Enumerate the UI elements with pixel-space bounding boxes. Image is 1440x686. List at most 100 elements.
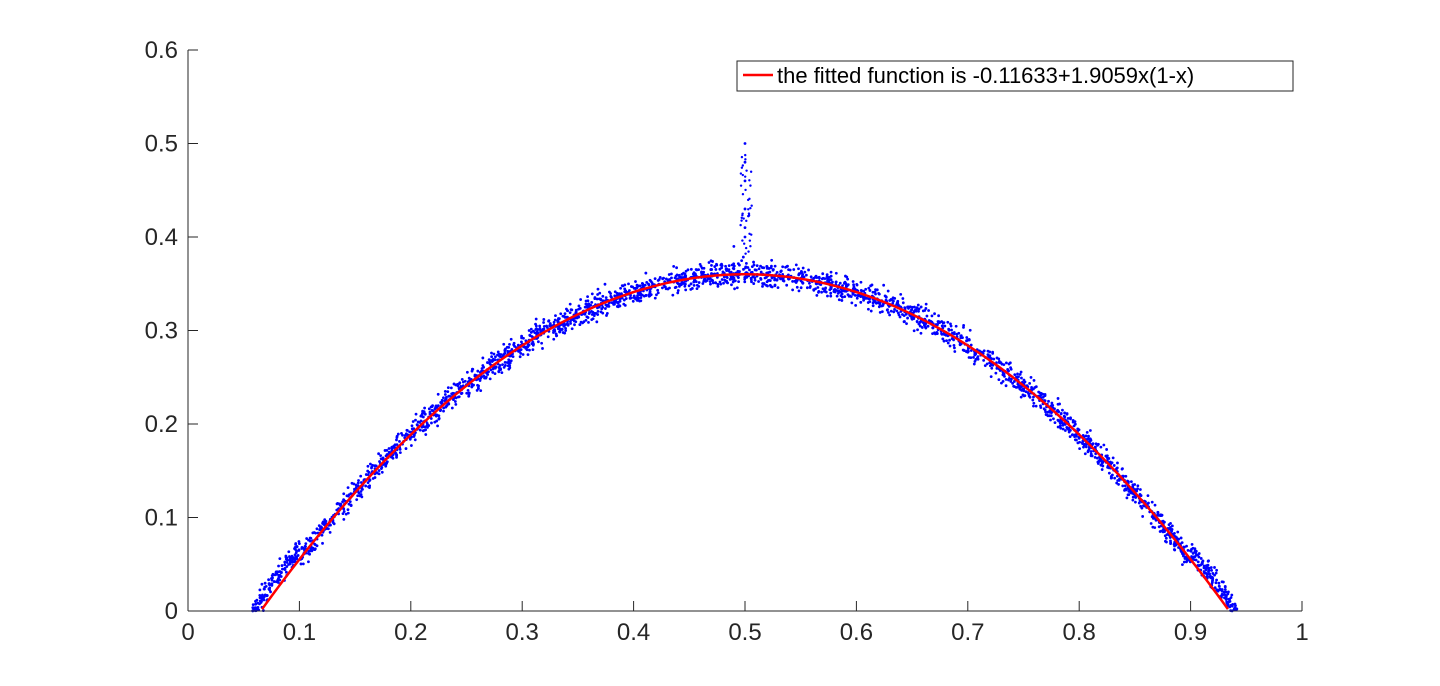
scatter-point (585, 305, 588, 309)
scatter-point (421, 409, 424, 413)
scatter-point (743, 142, 747, 145)
scatter-point (590, 313, 594, 316)
scatter-point (368, 462, 372, 466)
scatter-point (709, 282, 712, 286)
scatter-point (405, 428, 409, 432)
scatter-point (590, 300, 594, 304)
scatter-point (598, 291, 602, 295)
scatter-point (1213, 566, 1216, 569)
scatter-point (742, 267, 745, 271)
scatter-point (1001, 380, 1005, 383)
scatter-point (678, 284, 681, 288)
scatter-point (507, 367, 511, 371)
scatter-point (850, 301, 854, 305)
scatter-point (743, 242, 746, 245)
scatter-point (834, 288, 838, 292)
scatter-point (1028, 381, 1032, 385)
scatter-point (752, 263, 756, 267)
scatter-point (649, 279, 653, 283)
scatter-point (937, 320, 940, 324)
scatter-point (636, 294, 639, 298)
scatter-point (1030, 386, 1033, 389)
scatter-point (740, 155, 744, 159)
scatter-point (1099, 445, 1103, 449)
scatter-point (720, 278, 724, 281)
scatter-point (917, 309, 920, 313)
scatter-point (739, 223, 742, 227)
scatter-point (707, 261, 711, 264)
scatter-point (385, 460, 389, 464)
scatter-point (536, 340, 540, 344)
scatter-point (494, 365, 498, 369)
scatter-point (1199, 563, 1203, 567)
scatter-point (1108, 460, 1112, 464)
scatter-point (953, 346, 956, 350)
legend-box (736, 60, 1294, 92)
scatter-point (708, 277, 712, 280)
scatter-point (438, 409, 442, 413)
scatter-point (251, 603, 255, 607)
scatter-point (1133, 483, 1137, 486)
scatter-point (548, 324, 552, 327)
scatter-point (818, 276, 821, 280)
scatter-point (424, 428, 428, 432)
scatter-point (491, 371, 495, 374)
scatter-point (848, 294, 852, 298)
scatter-point (1048, 414, 1051, 418)
scatter-point (969, 349, 973, 352)
scatter-point (1141, 515, 1145, 518)
scatter-point (529, 327, 533, 331)
scatter-point (859, 300, 863, 304)
scatter-point (684, 288, 688, 292)
scatter-point (1063, 415, 1067, 419)
scatter-point (531, 329, 535, 333)
scatter-point (531, 343, 535, 347)
scatter-point (488, 377, 492, 381)
scatter-point (653, 296, 657, 300)
scatter-point (794, 263, 798, 267)
scatter-point (731, 280, 735, 284)
scatter-point (695, 287, 699, 291)
scatter-point (465, 391, 469, 395)
scatter-point (1217, 581, 1221, 585)
scatter-point (773, 264, 777, 268)
scatter-point (491, 359, 495, 362)
scatter-point (398, 451, 402, 454)
scatter-point (808, 281, 811, 285)
scatter-point (576, 315, 580, 319)
scatter-point (304, 542, 308, 546)
scatter-point (910, 317, 914, 321)
scatter-point (896, 301, 900, 305)
scatter-point (1214, 571, 1218, 575)
scatter-point (478, 378, 482, 381)
scatter-point (627, 282, 630, 286)
scatter-point (623, 287, 627, 291)
scatter-point (931, 326, 935, 330)
scatter-point (446, 386, 450, 390)
scatter-point (741, 193, 745, 196)
scatter-point (930, 314, 934, 318)
scatter-point (743, 179, 747, 183)
scatter-point (743, 175, 747, 178)
scatter-point (542, 321, 545, 324)
scatter-point (481, 356, 485, 360)
y-tick-label: 0 (165, 598, 178, 625)
scatter-point (430, 408, 434, 412)
scatter-point (937, 314, 940, 318)
scatter-point (1016, 372, 1019, 376)
scatter-point (440, 398, 444, 402)
scatter-point (733, 287, 736, 291)
scatter-point (1176, 530, 1180, 534)
scatter-point (592, 314, 596, 318)
scatter-point (911, 315, 914, 319)
scatter-point (1146, 494, 1150, 498)
scatter-point (1056, 425, 1060, 429)
scatter-point (618, 304, 622, 308)
scatter-point (768, 270, 772, 274)
scatter-point (262, 595, 266, 598)
scatter-point (467, 394, 471, 398)
scatter-point (952, 332, 956, 335)
scatter-point (512, 341, 516, 345)
scatter-point (915, 307, 919, 311)
scatter-point (725, 275, 729, 279)
